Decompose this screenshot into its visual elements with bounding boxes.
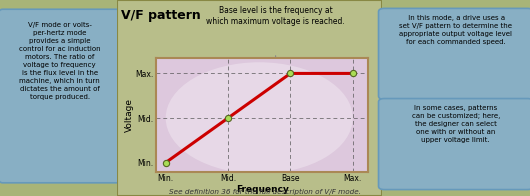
Text: In this mode, a drive uses a
set V/F pattern to determine the
appropriate output: In this mode, a drive uses a set V/F pat… [399,15,513,45]
Text: In some cases, patterns
can be customized; here,
the designer can select
one wit: In some cases, patterns can be customize… [412,105,500,143]
Text: See definition 36 for the full description of V/F mode.: See definition 36 for the full descripti… [169,189,361,195]
Text: V/F pattern: V/F pattern [121,9,200,22]
FancyBboxPatch shape [378,8,530,99]
Ellipse shape [166,62,353,174]
FancyBboxPatch shape [378,99,530,190]
Text: Base level is the frequency at
which maximum voltage is reached.: Base level is the frequency at which max… [206,6,345,26]
X-axis label: Frequency: Frequency [236,185,289,194]
Text: V/F mode or volts-
per-hertz mode
provides a simple
control for ac induction
mot: V/F mode or volts- per-hertz mode provid… [19,22,101,100]
Y-axis label: Voltage: Voltage [125,98,134,132]
FancyBboxPatch shape [0,9,121,183]
